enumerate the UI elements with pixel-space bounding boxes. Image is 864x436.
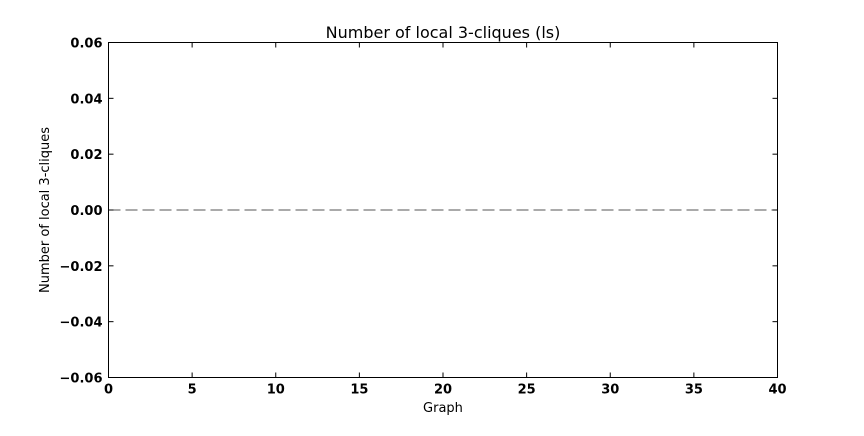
x-tick-label: 20 [434, 383, 452, 398]
x-tick-label: 25 [518, 383, 536, 398]
y-axis-label: Number of local 3-cliques [38, 127, 53, 293]
x-tick-label: 40 [768, 383, 786, 398]
chart-title: Number of local 3-cliques (ls) [326, 23, 561, 42]
y-axis: 0.06 0.04 0.02 0.00 −0.02 −0.04 −0.06 [60, 37, 778, 387]
y-tick-label: 0.06 [70, 37, 102, 52]
y-tick-label: −0.06 [60, 372, 103, 387]
y-tick-label: 0.02 [70, 148, 102, 163]
y-tick-label: 0.04 [70, 92, 102, 107]
x-tick-label: 15 [350, 383, 368, 398]
y-tick-label: −0.04 [60, 316, 103, 331]
x-axis-label: Graph [423, 401, 463, 416]
x-tick-label: 30 [601, 383, 619, 398]
y-tick-label: 0.00 [70, 204, 102, 219]
y-tick-label: −0.02 [60, 260, 103, 275]
x-axis: 0 5 10 15 20 25 30 35 40 [104, 42, 787, 398]
x-tick-label: 35 [685, 383, 703, 398]
x-tick-label: 5 [188, 383, 197, 398]
x-tick-label: 0 [104, 383, 113, 398]
x-tick-label: 10 [267, 383, 285, 398]
